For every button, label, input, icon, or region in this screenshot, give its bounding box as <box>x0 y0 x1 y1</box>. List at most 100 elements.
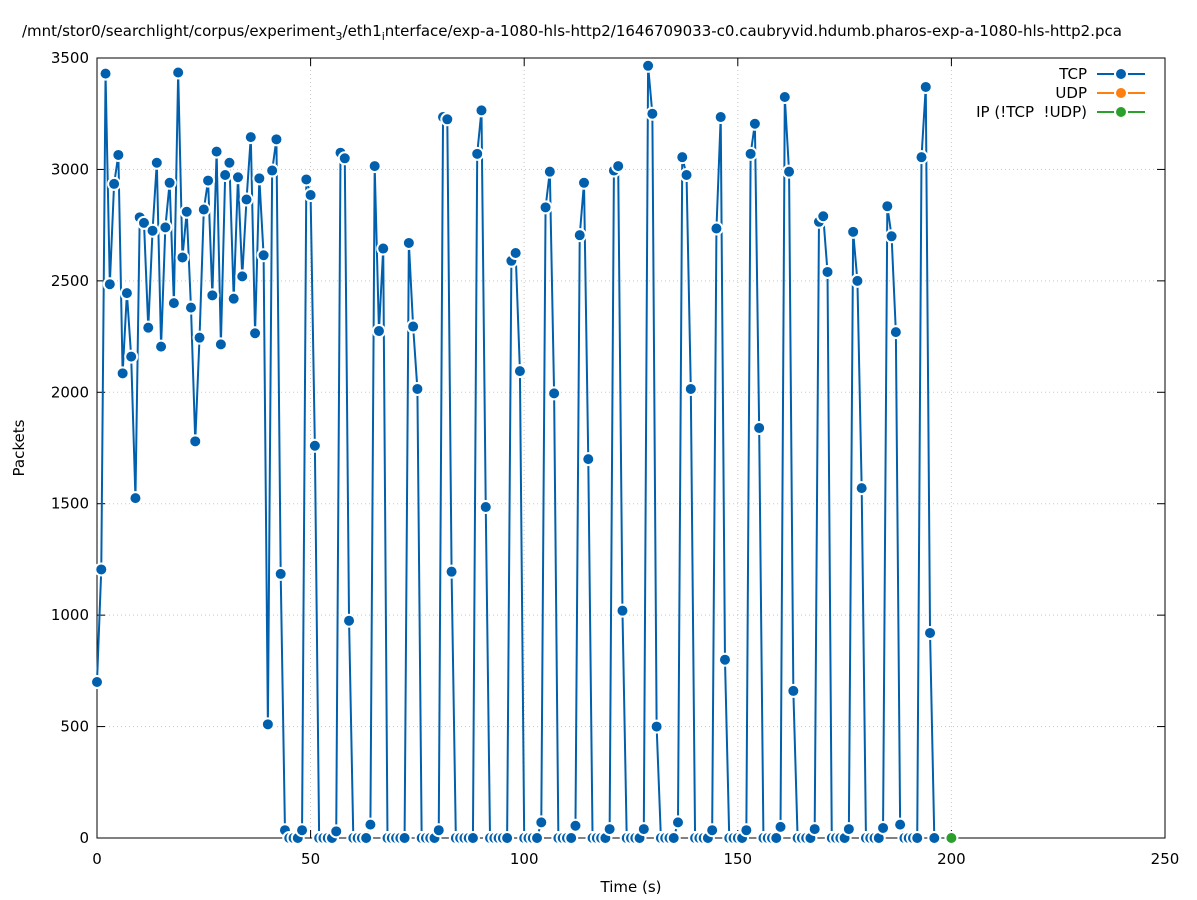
y-axis-label: Packets <box>10 419 28 476</box>
data-point <box>201 173 216 188</box>
y-tick-label: 2000 <box>51 383 89 401</box>
data-point <box>705 823 720 838</box>
data-point <box>367 159 382 174</box>
data-point <box>786 683 801 698</box>
data-point <box>179 204 194 219</box>
data-point <box>183 300 198 315</box>
data-point <box>572 228 587 243</box>
legend-label: IP (!TCP !UDP) <box>976 103 1087 121</box>
data-point <box>440 112 455 127</box>
legend-marker <box>1114 105 1128 119</box>
y-tick-label: 500 <box>60 718 89 736</box>
data-point <box>782 164 797 179</box>
data-point <box>107 176 122 191</box>
data-point <box>260 717 275 732</box>
data-point <box>944 831 959 845</box>
title-part: /mnt/stor0/searchlight/corpus/experiment <box>22 22 336 40</box>
data-point <box>94 562 109 577</box>
data-point <box>406 319 421 334</box>
data-point <box>359 831 374 845</box>
data-point <box>470 146 485 161</box>
data-point <box>918 79 933 94</box>
data-point <box>581 452 596 467</box>
data-point <box>876 820 891 835</box>
data-point <box>222 155 237 170</box>
data-point <box>923 625 938 640</box>
data-point <box>850 273 865 288</box>
data-point <box>265 163 280 178</box>
data-point <box>602 822 617 837</box>
x-tick-label: 0 <box>92 850 102 868</box>
data-point <box>196 202 211 217</box>
legend-label: UDP <box>1055 84 1087 102</box>
data-point <box>927 831 942 845</box>
data-point <box>577 175 592 190</box>
x-tick-label: 150 <box>723 850 752 868</box>
data-point <box>136 215 151 230</box>
data-point <box>888 325 903 340</box>
data-point <box>777 90 792 104</box>
data-point <box>564 831 579 845</box>
x-tick-label: 100 <box>510 850 539 868</box>
data-point <box>538 200 553 215</box>
data-point <box>342 613 357 628</box>
data-point <box>166 296 181 311</box>
y-tick-label: 2500 <box>51 272 89 290</box>
data-point <box>295 823 310 838</box>
legend-marker <box>1114 86 1128 100</box>
data-point <box>371 324 386 338</box>
data-point <box>256 248 271 263</box>
data-point <box>508 246 523 260</box>
data-point <box>773 819 788 834</box>
data-point <box>816 209 831 224</box>
x-tick-label: 250 <box>1151 850 1180 868</box>
data-point <box>478 500 493 515</box>
data-point <box>914 150 929 165</box>
data-point <box>636 822 651 837</box>
data-point <box>645 106 660 121</box>
data-point <box>102 277 117 292</box>
data-point <box>820 264 835 279</box>
data-point <box>807 822 822 837</box>
data-point <box>649 719 664 734</box>
data-point <box>192 330 207 345</box>
data-point <box>846 224 861 239</box>
data-point <box>98 66 113 81</box>
y-tick-label: 3000 <box>51 160 89 178</box>
data-point <box>670 815 685 830</box>
y-tick-label: 1000 <box>51 606 89 624</box>
data-point <box>239 192 254 207</box>
y-tick-label: 0 <box>79 829 89 847</box>
data-point <box>615 603 630 618</box>
data-point <box>884 229 899 244</box>
x-axis-label: Time (s) <box>600 878 662 896</box>
legend-entry: IP (!TCP !UDP) <box>976 103 1145 121</box>
data-point <box>683 381 698 396</box>
data-point <box>205 288 220 303</box>
data-point <box>248 326 263 341</box>
data-point <box>337 151 352 166</box>
data-point <box>243 130 258 145</box>
data-point <box>675 150 690 165</box>
data-point <box>752 420 767 435</box>
data-point <box>175 250 190 265</box>
data-point <box>145 223 160 238</box>
data-point <box>124 349 139 364</box>
data-point <box>717 652 732 667</box>
x-tick-label: 50 <box>301 850 320 868</box>
data-point <box>880 199 895 214</box>
data-point <box>363 817 378 832</box>
data-point <box>547 386 562 401</box>
data-point <box>530 831 545 845</box>
data-point <box>158 220 173 235</box>
data-point <box>149 155 164 170</box>
data-point <box>154 339 169 354</box>
data-point <box>252 171 267 186</box>
data-point <box>713 110 728 125</box>
data-point <box>303 188 318 203</box>
data-point <box>307 438 322 453</box>
data-point <box>188 434 203 449</box>
data-point <box>474 103 489 118</box>
data-point <box>666 831 681 845</box>
